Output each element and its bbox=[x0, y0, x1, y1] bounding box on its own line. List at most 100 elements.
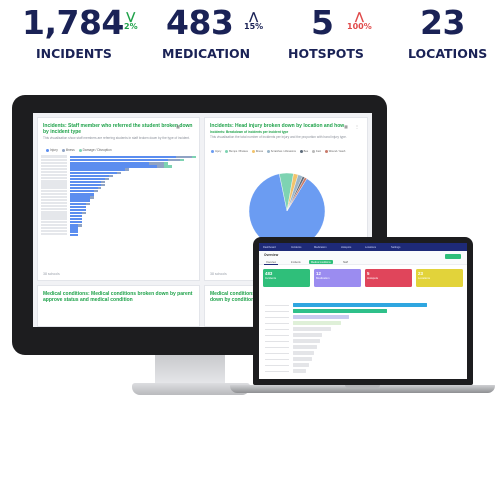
bar[interactable] bbox=[293, 345, 318, 349]
laptop-base bbox=[230, 385, 495, 393]
bar[interactable] bbox=[293, 363, 310, 367]
bar-category-label bbox=[265, 339, 289, 342]
bar-segment[interactable] bbox=[168, 159, 181, 162]
chevron-up-icon: ⋀ bbox=[354, 10, 364, 23]
bar-category-label bbox=[41, 220, 67, 223]
bar-segment[interactable] bbox=[70, 177, 106, 181]
bar-segment[interactable] bbox=[70, 218, 82, 221]
bar[interactable] bbox=[293, 351, 315, 355]
bar-segment[interactable] bbox=[70, 180, 102, 184]
bar-segment[interactable] bbox=[70, 171, 118, 174]
panel-title: Incidents: Staff member who referred the… bbox=[43, 123, 193, 135]
chart-legend: Injury Illness Damage / Disruption bbox=[43, 148, 112, 152]
bar-category-label bbox=[41, 177, 67, 180]
bar-segment[interactable] bbox=[70, 156, 177, 159]
legend-swatch-illness bbox=[61, 148, 65, 152]
summary-card-hotspots[interactable]: 5 Hotspots bbox=[365, 269, 412, 287]
bar[interactable] bbox=[293, 315, 350, 319]
bar-segment[interactable] bbox=[70, 233, 78, 236]
bar-segment[interactable] bbox=[70, 199, 90, 202]
bar-segment[interactable] bbox=[191, 156, 196, 159]
nav-item-hotspots[interactable]: Hotspots bbox=[341, 245, 352, 249]
bar-segment[interactable] bbox=[70, 183, 102, 187]
bar-segment[interactable] bbox=[70, 208, 86, 212]
bar-segment[interactable] bbox=[105, 177, 110, 181]
nav-item-incidents[interactable]: Incidents bbox=[291, 245, 302, 249]
bar-segment[interactable] bbox=[70, 196, 90, 199]
action-button[interactable] bbox=[445, 254, 461, 259]
bar-segment[interactable] bbox=[125, 168, 129, 171]
bar-segment[interactable] bbox=[70, 193, 94, 196]
bar-segment[interactable] bbox=[85, 202, 90, 205]
legend-swatch-bee bbox=[299, 150, 303, 153]
nav-item-dashboard[interactable]: Dashboard bbox=[263, 245, 276, 249]
bar[interactable] bbox=[293, 321, 342, 325]
bar-segment[interactable] bbox=[70, 221, 82, 224]
bar[interactable] bbox=[293, 309, 387, 313]
stat-label: HOTSPOTS bbox=[288, 46, 364, 61]
bar-segment[interactable] bbox=[70, 174, 110, 177]
top-nav-bar: Dashboard Incidents Medication Hotspots … bbox=[259, 243, 467, 251]
bar-category-label bbox=[265, 333, 289, 336]
trend-up-indicator: ⋀ 100% bbox=[347, 10, 372, 31]
bar-segment[interactable] bbox=[117, 171, 122, 174]
bar-segment[interactable] bbox=[180, 159, 185, 162]
tab-incidents[interactable]: Incidents bbox=[291, 260, 301, 264]
bar-segment[interactable] bbox=[70, 168, 126, 171]
summary-card-incidents[interactable]: 483 Incidents bbox=[263, 269, 310, 287]
trend-value: 15% bbox=[244, 22, 264, 31]
bar[interactable] bbox=[293, 333, 323, 337]
nav-item-settings[interactable]: Settings bbox=[391, 245, 401, 249]
bar-category-label bbox=[41, 195, 67, 199]
bar-segment[interactable] bbox=[70, 159, 169, 162]
bar-category-label bbox=[265, 357, 289, 360]
bar-segment[interactable] bbox=[101, 180, 106, 184]
nav-item-medication[interactable]: Medication bbox=[314, 245, 327, 249]
bar-segment[interactable] bbox=[156, 165, 165, 168]
bar-segment[interactable] bbox=[89, 196, 94, 199]
bar[interactable] bbox=[293, 303, 427, 307]
bar-category-label bbox=[41, 217, 67, 220]
tab-medical-conditions[interactable]: Medical conditions bbox=[309, 260, 333, 264]
bar-category-label bbox=[41, 226, 67, 230]
bar-segment[interactable] bbox=[70, 214, 82, 218]
bar-segment[interactable] bbox=[97, 187, 102, 190]
bar-segment[interactable] bbox=[109, 174, 114, 177]
bar-segment[interactable] bbox=[176, 156, 192, 159]
bar[interactable] bbox=[293, 369, 307, 373]
bar-segment[interactable] bbox=[81, 211, 86, 215]
bar-segment[interactable] bbox=[93, 190, 98, 193]
bar-segment[interactable] bbox=[101, 183, 106, 187]
bar-segment[interactable] bbox=[164, 165, 173, 168]
nav-item-locations[interactable]: Locations bbox=[365, 245, 377, 249]
bar[interactable] bbox=[293, 357, 312, 361]
panel-title: Medical conditions: B... down by conditi… bbox=[210, 291, 266, 303]
panel-menu-icon[interactable]: ▦ ⋮ bbox=[176, 124, 194, 129]
bar-category-label bbox=[265, 315, 289, 318]
bar-segment[interactable] bbox=[70, 162, 149, 165]
tab-staff[interactable]: Staff bbox=[343, 260, 348, 264]
bar-segment[interactable] bbox=[148, 162, 165, 165]
pie-slice[interactable] bbox=[286, 177, 308, 212]
chart-legend: Injury Bumps / Bruises Illness Scratches… bbox=[208, 150, 345, 153]
bar-segment[interactable] bbox=[70, 187, 98, 190]
bar-segment[interactable] bbox=[70, 224, 78, 227]
bar-segment[interactable] bbox=[70, 202, 86, 205]
tab-overview[interactable]: Overview bbox=[264, 260, 278, 265]
bar-segment[interactable] bbox=[70, 230, 78, 233]
bar-segment[interactable] bbox=[70, 227, 78, 230]
monitor-stand-base bbox=[132, 383, 250, 395]
bar-segment[interactable] bbox=[70, 205, 86, 208]
bar[interactable] bbox=[293, 327, 331, 331]
bar-segment[interactable] bbox=[77, 224, 82, 227]
bar-segment[interactable] bbox=[70, 211, 82, 215]
bar-segment[interactable] bbox=[70, 165, 157, 168]
summary-card-medication[interactable]: 12 Medication bbox=[314, 269, 361, 287]
panel-menu-icon[interactable]: ▦ ⋮ bbox=[344, 124, 362, 129]
trend-down-indicator: ⋁ 2% bbox=[124, 11, 138, 31]
bar-segment[interactable] bbox=[164, 162, 169, 165]
bar[interactable] bbox=[293, 339, 320, 343]
bar-segment[interactable] bbox=[70, 190, 94, 193]
bar-category-label bbox=[41, 205, 67, 208]
summary-card-locations[interactable]: 23 Locations bbox=[416, 269, 463, 287]
